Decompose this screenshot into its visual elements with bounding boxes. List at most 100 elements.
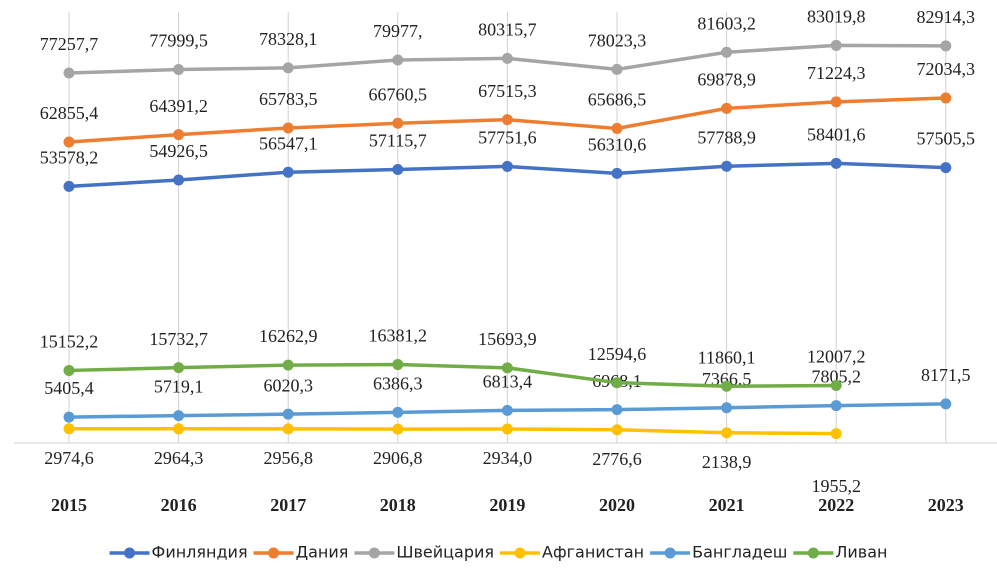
point — [501, 423, 513, 435]
data-label: 57788,9 — [697, 127, 756, 147]
legend-marker — [514, 547, 526, 559]
data-label: 15732,7 — [149, 329, 208, 349]
point — [940, 162, 952, 174]
legend-marker — [368, 547, 380, 559]
legend-item: Афганистан — [500, 543, 644, 562]
legend-marker — [807, 547, 819, 559]
legend-item: Финляндия — [109, 543, 248, 562]
legend-label: Финляндия — [152, 543, 248, 562]
point — [63, 136, 75, 148]
data-label: 78023,3 — [588, 30, 647, 50]
data-label: 15693,9 — [478, 329, 537, 349]
x-tick-label: 2020 — [599, 495, 635, 515]
point — [501, 404, 513, 416]
data-label: 2906,8 — [373, 448, 423, 468]
data-label: 8171,5 — [921, 365, 971, 385]
point — [173, 423, 185, 435]
data-label: 54926,5 — [149, 141, 208, 161]
point — [501, 362, 513, 374]
legend-item: Швейцария — [354, 543, 494, 562]
point — [611, 167, 623, 179]
point — [282, 62, 294, 74]
data-label: 7805,2 — [811, 367, 861, 387]
data-label: 64391,2 — [149, 96, 208, 116]
data-label: 6813,4 — [483, 371, 533, 391]
x-tick-label: 2016 — [161, 495, 197, 515]
point — [721, 102, 733, 114]
data-label: 83019,8 — [807, 7, 866, 27]
point — [940, 40, 952, 52]
point — [830, 379, 842, 391]
series-line — [68, 362, 837, 388]
legend-item: Дания — [253, 543, 349, 562]
legend-label: Дания — [296, 543, 349, 562]
point — [173, 362, 185, 374]
legend-label: Бангладеш — [692, 543, 787, 562]
data-label: 2964,3 — [154, 448, 204, 468]
point — [830, 39, 842, 51]
data-label: 65686,5 — [588, 90, 647, 110]
x-tick-label: 2018 — [380, 495, 416, 515]
data-label: 66760,5 — [369, 84, 428, 104]
legend-label: Ливан — [835, 543, 887, 562]
data-label: 12594,6 — [588, 344, 647, 364]
data-label: 65783,5 — [259, 89, 318, 109]
x-tick-label: 2017 — [270, 495, 306, 515]
point — [721, 402, 733, 414]
data-label: 6020,3 — [263, 375, 313, 395]
data-label: 77999,5 — [149, 31, 208, 51]
data-label: 78328,1 — [259, 29, 318, 49]
data-label: 11860,1 — [698, 347, 756, 367]
x-tick-label: 2019 — [489, 495, 525, 515]
point — [501, 160, 513, 172]
legend-item: Ливан — [793, 543, 887, 562]
data-label: 57505,5 — [917, 129, 976, 149]
point — [282, 166, 294, 178]
point — [611, 377, 623, 389]
data-label: 77257,7 — [40, 34, 99, 54]
x-tick-label: 2023 — [928, 495, 964, 515]
data-label: 2974,6 — [44, 448, 94, 468]
point — [611, 63, 623, 75]
data-label: 71224,3 — [807, 63, 866, 83]
data-label: 56547,1 — [259, 133, 318, 153]
legend-marker — [268, 547, 280, 559]
point — [282, 359, 294, 371]
point — [282, 423, 294, 435]
point — [830, 157, 842, 169]
point — [173, 63, 185, 75]
point — [282, 122, 294, 134]
data-label: 80315,7 — [478, 20, 537, 40]
point — [173, 174, 185, 186]
x-tick-label: 2021 — [709, 495, 745, 515]
point — [63, 364, 75, 376]
x-tick-label: 2015 — [51, 495, 87, 515]
data-label: 2138,9 — [702, 452, 752, 472]
data-label: 2776,6 — [592, 449, 642, 469]
point — [392, 163, 404, 175]
point — [611, 122, 623, 134]
data-label: 57751,6 — [478, 128, 537, 148]
legend-label: Афганистан — [542, 543, 644, 562]
data-label: 57115,7 — [369, 131, 427, 151]
data-label: 16381,2 — [369, 326, 428, 346]
data-label: 16262,9 — [259, 326, 318, 346]
point — [173, 129, 185, 141]
point — [501, 52, 513, 64]
legend-label: Швейцария — [396, 543, 494, 562]
point — [830, 400, 842, 412]
data-label: 6386,3 — [373, 374, 423, 394]
point — [173, 410, 185, 422]
x-tick-label: 2022 — [818, 495, 854, 515]
data-label: 2934,0 — [483, 448, 533, 468]
data-label: 1955,2 — [811, 476, 861, 496]
point — [721, 380, 733, 392]
point — [392, 423, 404, 435]
data-label: 79977, — [373, 21, 423, 41]
data-label: 5719,1 — [154, 377, 204, 397]
data-label: 58401,6 — [807, 124, 866, 144]
point — [611, 424, 623, 436]
data-label: 67515,3 — [478, 81, 537, 101]
point — [940, 92, 952, 104]
